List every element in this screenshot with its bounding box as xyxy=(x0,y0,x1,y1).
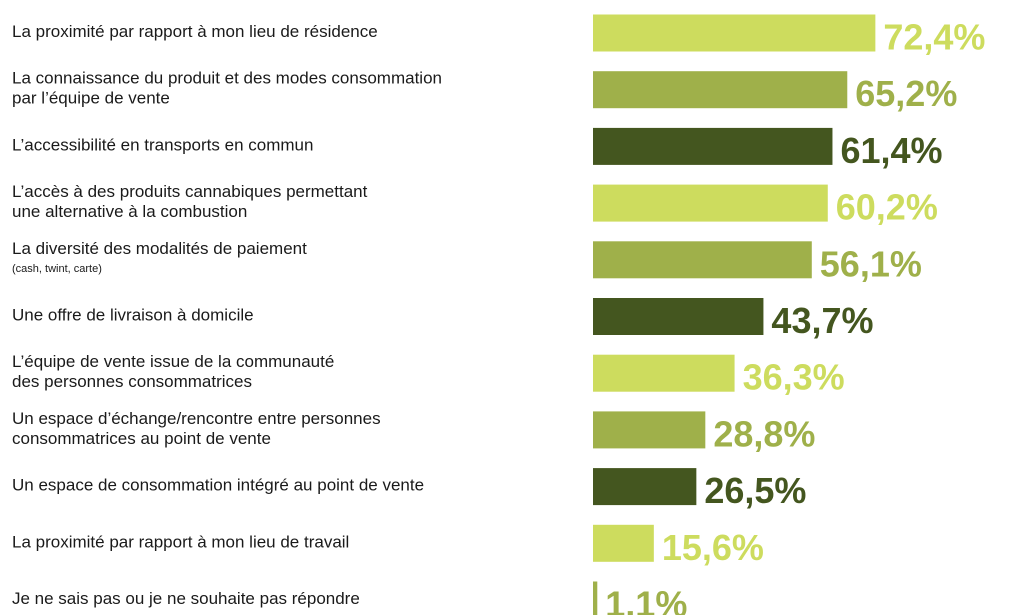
bar xyxy=(593,524,654,562)
bar xyxy=(593,184,828,222)
category-line: La proximité par rapport à mon lieu de t… xyxy=(12,533,349,552)
category-line: L’équipe de vente issue de la communauté xyxy=(12,353,334,372)
bar xyxy=(593,411,706,449)
value-label: 56,1% xyxy=(820,243,922,284)
value-label: 72,4% xyxy=(883,17,985,58)
category-line: Je ne sais pas ou je ne souhaite pas rép… xyxy=(12,589,360,608)
category-label: La proximité par rapport à mon lieu de t… xyxy=(12,533,349,552)
category-line: (cash, twint, carte) xyxy=(12,263,102,275)
category-line: une alternative à la combustion xyxy=(12,203,247,222)
value-label: 36,3% xyxy=(743,357,845,398)
category-label: Une offre de livraison à domicile xyxy=(12,306,254,325)
value-label: 15,6% xyxy=(662,527,764,568)
category-line: L’accès à des produits cannabiques perme… xyxy=(12,183,368,202)
category-line: La connaissance du produit et des modes … xyxy=(12,69,442,88)
category-label: L’équipe de vente issue de la communauté… xyxy=(12,353,334,392)
category-label: Un espace d’échange/rencontre entre pers… xyxy=(12,409,381,448)
category-label: La connaissance du produit et des modes … xyxy=(12,69,442,108)
bar xyxy=(593,581,598,615)
category-line: par l’équipe de vente xyxy=(12,89,170,108)
category-label: La diversité des modalités de paiement (c… xyxy=(12,239,307,274)
bar xyxy=(593,468,697,506)
bar xyxy=(593,14,876,52)
category-label: Je ne sais pas ou je ne souhaite pas rép… xyxy=(12,589,360,608)
bar xyxy=(593,127,833,165)
value-label: 43,7% xyxy=(771,300,873,341)
category-line: des personnes consommatrices xyxy=(12,373,252,392)
category-label: L’accès à des produits cannabiques perme… xyxy=(12,183,368,222)
category-line: L’accessibilité en transports en commun xyxy=(12,136,313,155)
category-line: Un espace d’échange/rencontre entre pers… xyxy=(12,409,381,428)
category-label: L’accessibilité en transports en commun xyxy=(12,136,313,155)
bar xyxy=(593,71,848,109)
bar xyxy=(593,241,812,279)
value-label: 65,2% xyxy=(855,73,957,114)
bar xyxy=(593,354,735,392)
value-label: 28,8% xyxy=(713,413,815,454)
category-line: consommatrices au point de vente xyxy=(12,429,271,448)
category-line: Une offre de livraison à domicile xyxy=(12,306,254,325)
value-label: 26,5% xyxy=(704,470,806,511)
category-line: La diversité des modalités de paiement xyxy=(12,239,307,258)
value-label: 1,1% xyxy=(605,584,687,615)
bar xyxy=(593,298,764,335)
category-line: La proximité par rapport à mon lieu de r… xyxy=(12,22,378,41)
category-line: Un espace de consommation intégré au poi… xyxy=(12,476,424,495)
category-label: Un espace de consommation intégré au poi… xyxy=(12,476,424,495)
category-label: La proximité par rapport à mon lieu de r… xyxy=(12,22,378,41)
value-label: 60,2% xyxy=(836,187,938,228)
value-label: 61,4% xyxy=(840,130,942,171)
